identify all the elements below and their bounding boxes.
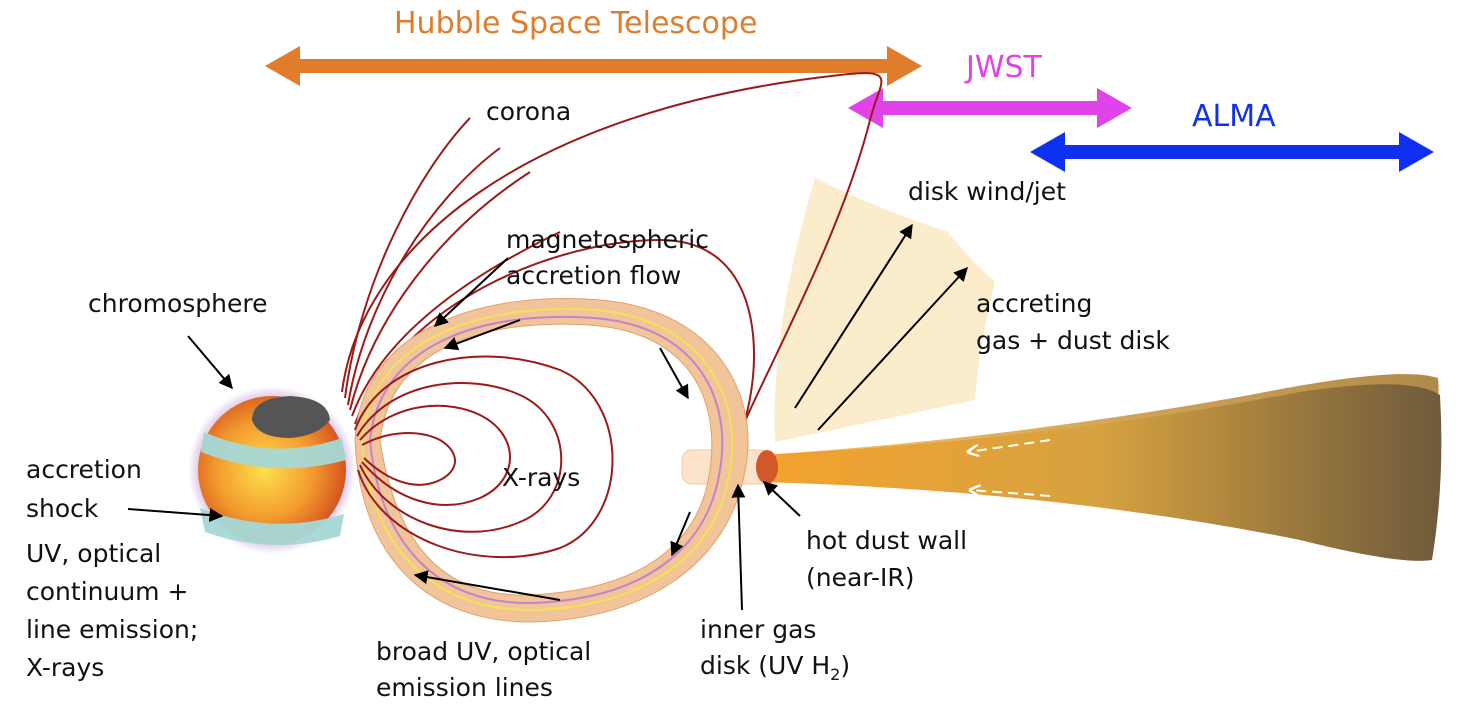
label-pointers	[127, 257, 801, 611]
accretion-shock-band-lower	[200, 508, 344, 546]
xrays-label: X-rays	[502, 463, 581, 492]
uv-emission-label-line4: X-rays	[26, 653, 105, 682]
alma-label: ALMA	[1192, 99, 1276, 134]
uv-emission-label-line2: continuum +	[26, 577, 189, 606]
accretion-shock-label-line1: accretion	[26, 455, 142, 484]
chromosphere-label: chromosphere	[88, 289, 268, 318]
magnetospheric-label-line1: magnetospheric	[506, 225, 709, 254]
closed-field-loops	[354, 355, 614, 559]
inner-gas-disk-label-line1: inner gas	[700, 615, 817, 644]
broad-emission-label-line2: emission lines	[376, 673, 553, 702]
hst-range-arrow	[265, 46, 922, 86]
disk-wind-cone	[774, 178, 995, 442]
accreting-disk	[760, 384, 1442, 561]
broad-emission-label-line1: broad UV, optical	[376, 637, 592, 666]
accretion-flow-arrows	[413, 319, 691, 601]
jwst-range-arrow	[848, 88, 1132, 128]
inner-gas-disk-label-line2: disk (UV H2)	[700, 648, 850, 693]
corona-label: corona	[486, 97, 572, 126]
accreting-disk-label-line1: accreting	[976, 289, 1093, 318]
starspot	[252, 396, 330, 438]
disk-wind-arrows	[794, 223, 968, 431]
uv-emission-label-line1: UV, optical	[26, 539, 162, 568]
disk-wind-label: disk wind/jet	[908, 177, 1066, 206]
h2-subscript: 2	[830, 665, 841, 684]
inner-gas-disk-text: disk (UV H	[700, 651, 831, 680]
uv-emission-label-line3: line emission;	[26, 615, 199, 644]
accretion-band-lines	[361, 308, 734, 612]
hot-dust-wall-label-line2: (near-IR)	[806, 563, 915, 592]
inner-gas-close-paren: )	[840, 651, 851, 680]
jwst-label: JWST	[966, 50, 1042, 85]
hot-dust-wall-label-line1: hot dust wall	[806, 526, 968, 555]
corona-field-lines	[341, 72, 883, 446]
hst-label: Hubble Space Telescope	[394, 6, 758, 41]
hot-dust-wall	[756, 450, 778, 484]
disk-inflow-arrows	[968, 439, 1051, 497]
star	[188, 386, 356, 554]
accretion-shock-band-upper	[201, 432, 346, 469]
accreting-disk-label-line2: gas + dust disk	[976, 326, 1170, 355]
alma-range-arrow	[1030, 132, 1434, 172]
magnetospheric-label-line2: accretion flow	[506, 261, 682, 290]
accretion-shock-label-line2: shock	[26, 494, 99, 523]
